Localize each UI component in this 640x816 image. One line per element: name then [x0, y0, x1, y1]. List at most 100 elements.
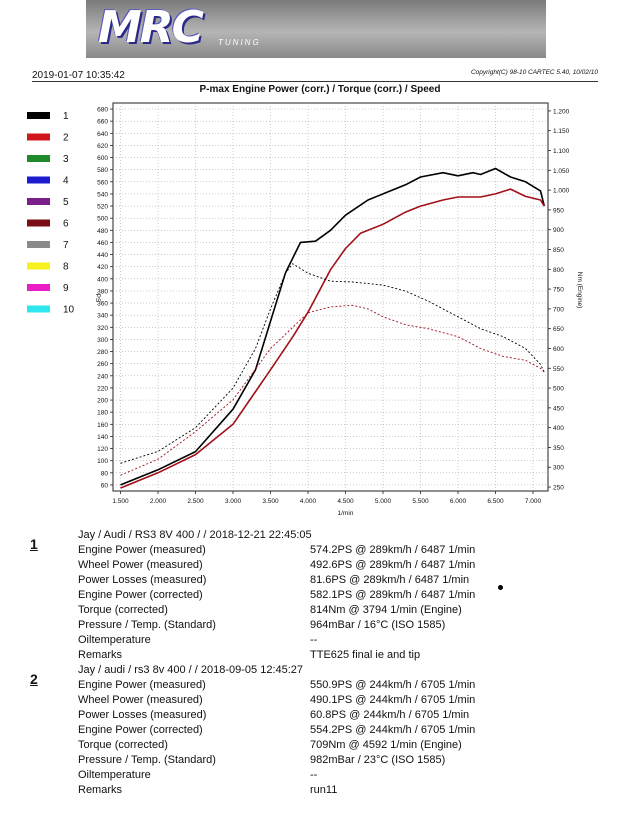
- run-block-2: 2 Jay / audi / rs3 8v 400 / / 2018-09-05 …: [30, 663, 620, 798]
- run-row-label: Engine Power (measured): [78, 544, 206, 556]
- y-left-tick-label: 80: [101, 470, 109, 477]
- y-left-tick-label: 640: [97, 131, 108, 138]
- y-right-tick-label: 1.000: [553, 188, 570, 195]
- y-right-axis-label: Nm (Engine): [576, 272, 583, 308]
- legend-label-1: 1: [63, 111, 69, 122]
- run-row: Engine Power (corrected) 582.1PS @ 289km/…: [78, 588, 620, 603]
- run-block-1: 1 Jay / Audi / RS3 8V 400 / / 2018-12-21 …: [30, 528, 620, 663]
- series-line-run-2-torque: [120, 304, 545, 476]
- y-left-tick-label: 620: [97, 143, 108, 150]
- y-left-tick-label: 120: [97, 446, 108, 453]
- y-right-tick-label: 850: [553, 247, 564, 254]
- run-row: Pressure / Temp. (Standard) 982mBar / 23°…: [78, 753, 620, 768]
- run-row-value: 490.1PS @ 244km/h / 6705 1/min: [310, 694, 476, 706]
- y-left-tick-label: 440: [97, 252, 108, 259]
- legend-swatch-8: [27, 262, 50, 270]
- run-row-value: --: [310, 634, 318, 646]
- y-left-tick-label: 300: [97, 337, 108, 344]
- y-right-tick-label: 1.200: [553, 108, 570, 115]
- legend-swatch-9: [27, 284, 50, 291]
- run-index: 1: [30, 536, 38, 552]
- run-header: Jay / audi / rs3 8v 400 / / 2018-09-05 1…: [78, 664, 304, 676]
- y-right-tick-label: 450: [553, 405, 564, 412]
- legend-swatch-2: [27, 133, 50, 141]
- run-row-label: Torque (corrected): [78, 739, 168, 751]
- y-right-tick-label: 1.100: [553, 148, 570, 155]
- brand-banner: MRC TUNING: [86, 0, 546, 58]
- run-row: Torque (corrected) 709Nm @ 4592 1/min (En…: [78, 738, 620, 753]
- run-row-value: run11: [310, 784, 338, 796]
- brand-logo: MRC: [98, 2, 204, 53]
- y-right-tick-label: 750: [553, 287, 564, 294]
- x-tick-label: 4.000: [300, 498, 317, 505]
- legend-label-4: 4: [63, 176, 69, 187]
- legend-label-6: 6: [63, 219, 69, 230]
- x-tick-label: 3.500: [262, 498, 279, 505]
- y-left-tick-label: 380: [97, 288, 108, 295]
- run-row: Engine Power (measured) 574.2PS @ 289km/h…: [78, 543, 620, 558]
- y-left-tick-label: 340: [97, 313, 108, 320]
- x-tick-label: 4.500: [337, 498, 354, 505]
- run-row-label: Power Losses (measured): [78, 709, 207, 721]
- run-row-label: Oiltemperature: [78, 634, 151, 646]
- y-right-tick-label: 400: [553, 425, 564, 432]
- x-tick-label: 2.500: [187, 498, 204, 505]
- plot-frame: [112, 102, 549, 492]
- y-left-tick-label: 200: [97, 398, 108, 405]
- y-right-tick-label: 500: [553, 386, 564, 393]
- y-right-tick-label: 300: [553, 465, 564, 472]
- run-row: Engine Power (corrected) 554.2PS @ 244km/…: [78, 723, 620, 738]
- legend-label-5: 5: [63, 197, 69, 208]
- run-row: Power Losses (measured) 81.6PS @ 289km/h …: [78, 573, 620, 588]
- run-row-value: 81.6PS @ 289km/h / 6487 1/min: [310, 574, 470, 586]
- run-row-label: Pressure / Temp. (Standard): [78, 754, 216, 766]
- y-right-tick-label: 900: [553, 227, 564, 234]
- run-row-label: Wheel Power (measured): [78, 559, 203, 571]
- brand-logo-subtitle: TUNING: [218, 38, 261, 47]
- y-left-tick-label: 320: [97, 325, 108, 332]
- y-right-tick-label: 700: [553, 306, 564, 313]
- x-axis-label: 1/min: [338, 510, 354, 517]
- series-line-run-1-torque: [120, 263, 545, 464]
- legend-swatch-10: [27, 305, 50, 313]
- run-results: 1 Jay / Audi / RS3 8V 400 / / 2018-12-21 …: [30, 528, 620, 798]
- legend-label-10: 10: [63, 305, 75, 316]
- run-row-label: Engine Power (corrected): [78, 724, 203, 736]
- x-tick-label: 5.000: [375, 498, 392, 505]
- y-left-tick-label: 500: [97, 216, 108, 223]
- y-left-tick-label: 60: [101, 482, 109, 489]
- y-left-tick-label: 180: [97, 410, 108, 417]
- run-row-value: TTE625 final ie and tip: [310, 649, 421, 661]
- run-row: Torque (corrected) 814Nm @ 3794 1/min (En…: [78, 603, 620, 618]
- run-row: Wheel Power (measured) 492.6PS @ 289km/h …: [78, 558, 620, 573]
- legend-swatch-7: [27, 241, 50, 248]
- run-header: Jay / Audi / RS3 8V 400 / / 2018-12-21 2…: [78, 529, 312, 541]
- legend-label-3: 3: [63, 154, 69, 165]
- x-tick-label: 2.000: [150, 498, 167, 505]
- series-line-run-1-power: [120, 167, 546, 486]
- legend-label-2: 2: [63, 133, 69, 144]
- y-left-tick-label: 560: [97, 179, 108, 186]
- run-row: Oiltemperature --: [78, 768, 620, 783]
- run-row: Engine Power (measured) 550.9PS @ 244km/h…: [78, 678, 620, 693]
- run-row-value: 964mBar / 16°C (ISO 1585): [310, 619, 446, 631]
- y-left-tick-label: 360: [97, 301, 108, 308]
- y-right-tick-label: 650: [553, 326, 564, 333]
- y-left-tick-label: 460: [97, 240, 108, 247]
- y-right-tick-label: 1.050: [553, 168, 570, 175]
- x-tick-label: 7.000: [525, 498, 542, 505]
- run-row-label: Remarks: [78, 649, 123, 661]
- run-row: Oiltemperature --: [78, 633, 620, 648]
- y-right-tick-label: 950: [553, 207, 564, 214]
- stray-dot: [498, 585, 503, 590]
- run-row-label: Power Losses (measured): [78, 574, 207, 586]
- legend-swatch-4: [27, 176, 50, 184]
- run-index: 2: [30, 671, 38, 687]
- x-tick-label: 6.000: [450, 498, 467, 505]
- run-row-label: Torque (corrected): [78, 604, 168, 616]
- run-row-value: 60.8PS @ 244km/h / 6705 1/min: [310, 709, 470, 721]
- run-row: Pressure / Temp. (Standard) 964mBar / 16°…: [78, 618, 620, 633]
- run-row: Remarks TTE625 final ie and tip: [78, 648, 620, 663]
- run-row-value: 709Nm @ 4592 1/min (Engine): [310, 739, 462, 751]
- y-left-tick-label: 240: [97, 373, 108, 380]
